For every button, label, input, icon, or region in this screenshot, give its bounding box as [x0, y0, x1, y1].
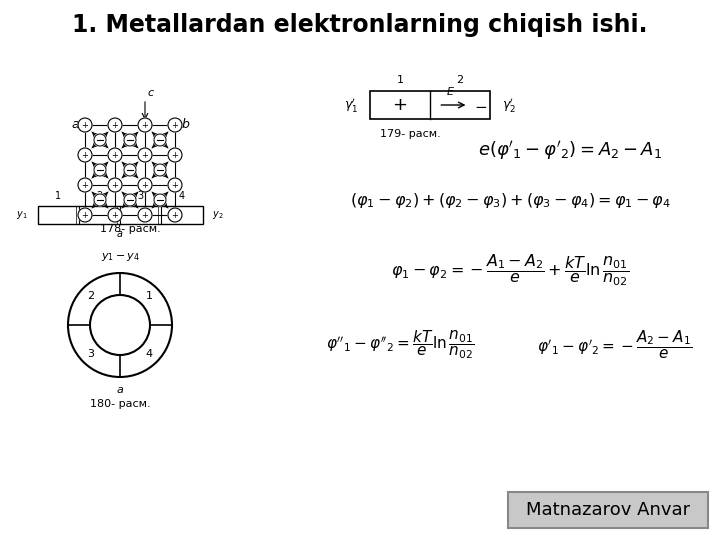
Circle shape [154, 164, 166, 176]
Text: +: + [171, 211, 179, 219]
Circle shape [78, 178, 92, 192]
Text: $\varphi'_1-\varphi'_2=-\dfrac{A_2-A_1}{e}$: $\varphi'_1-\varphi'_2=-\dfrac{A_2-A_1}{… [537, 329, 693, 361]
Text: 178- расм.: 178- расм. [99, 224, 161, 234]
Text: $\gamma_1'$: $\gamma_1'$ [344, 96, 358, 114]
Text: +: + [171, 180, 179, 190]
Circle shape [78, 118, 92, 132]
Text: +: + [81, 180, 89, 190]
Text: +: + [142, 151, 148, 159]
Circle shape [94, 164, 106, 176]
Text: 1: 1 [145, 291, 153, 301]
Text: 4: 4 [179, 191, 185, 201]
Circle shape [168, 148, 182, 162]
Text: a: a [71, 118, 78, 132]
Text: c: c [147, 88, 153, 98]
Circle shape [78, 148, 92, 162]
Circle shape [78, 208, 92, 222]
Text: 180- расм.: 180- расм. [90, 399, 150, 409]
Text: 1: 1 [55, 191, 61, 201]
Text: $\varphi_1-\varphi_2=-\dfrac{A_1-A_2}{e}+\dfrac{kT}{e}\ln\dfrac{n_{01}}{n_{02}}$: $\varphi_1-\varphi_2=-\dfrac{A_1-A_2}{e}… [391, 252, 629, 288]
Circle shape [94, 134, 106, 146]
Text: 2: 2 [87, 291, 94, 301]
Bar [37, 206, 202, 224]
Text: +: + [171, 151, 179, 159]
Circle shape [90, 295, 150, 355]
Text: +: + [112, 151, 118, 159]
Circle shape [124, 164, 136, 176]
Circle shape [168, 118, 182, 132]
Text: $\varphi''_1-\varphi''_2=\dfrac{kT}{e}\ln\dfrac{n_{01}}{n_{02}}$: $\varphi''_1-\varphi''_2=\dfrac{kT}{e}\l… [325, 329, 474, 361]
Text: $\gamma_2'$: $\gamma_2'$ [502, 96, 516, 114]
Text: +: + [142, 180, 148, 190]
Text: Matnazarov Anvar: Matnazarov Anvar [526, 501, 690, 519]
Text: 3: 3 [138, 191, 144, 201]
Text: 3: 3 [88, 349, 94, 359]
Circle shape [138, 208, 152, 222]
Text: +: + [392, 96, 408, 114]
Text: $y_1$: $y_1$ [16, 209, 27, 221]
Text: $e(\varphi'_1-\varphi'_2)=A_2-A_1$: $e(\varphi'_1-\varphi'_2)=A_2-A_1$ [478, 138, 662, 161]
Bar [370, 91, 490, 119]
Circle shape [108, 118, 122, 132]
Text: +: + [112, 180, 118, 190]
Text: $(\varphi_1-\varphi_2)+(\varphi_2-\varphi_3)+(\varphi_3-\varphi_4)=\varphi_1-\va: $(\varphi_1-\varphi_2)+(\varphi_2-\varph… [350, 191, 670, 210]
Text: a: a [117, 385, 123, 395]
Text: +: + [81, 151, 89, 159]
Circle shape [124, 194, 136, 206]
Text: b: b [181, 118, 189, 132]
Circle shape [108, 208, 122, 222]
FancyBboxPatch shape [508, 492, 708, 528]
Text: 2: 2 [456, 75, 464, 85]
Text: $-$: $-$ [474, 98, 487, 112]
Text: +: + [112, 211, 118, 219]
Text: +: + [112, 120, 118, 130]
Text: +: + [142, 211, 148, 219]
Circle shape [154, 194, 166, 206]
Circle shape [168, 178, 182, 192]
Text: +: + [171, 120, 179, 130]
Circle shape [124, 134, 136, 146]
Circle shape [138, 178, 152, 192]
Text: +: + [142, 120, 148, 130]
Text: 4: 4 [145, 349, 153, 359]
Text: $E$: $E$ [446, 85, 455, 97]
Text: $y_1 - y_4$: $y_1 - y_4$ [101, 251, 140, 263]
Text: +: + [81, 211, 89, 219]
Text: a: a [117, 229, 123, 239]
Text: 1: 1 [397, 75, 403, 85]
Circle shape [138, 118, 152, 132]
Circle shape [168, 208, 182, 222]
Circle shape [138, 148, 152, 162]
Text: 1. Metallardan elektronlarning chiqish ishi.: 1. Metallardan elektronlarning chiqish i… [72, 13, 648, 37]
Text: +: + [81, 120, 89, 130]
Circle shape [154, 134, 166, 146]
Text: 179- расм.: 179- расм. [379, 129, 441, 139]
Circle shape [108, 148, 122, 162]
Circle shape [108, 178, 122, 192]
Circle shape [94, 194, 106, 206]
Text: 2: 2 [96, 191, 102, 201]
Text: $y_2$: $y_2$ [212, 209, 224, 221]
